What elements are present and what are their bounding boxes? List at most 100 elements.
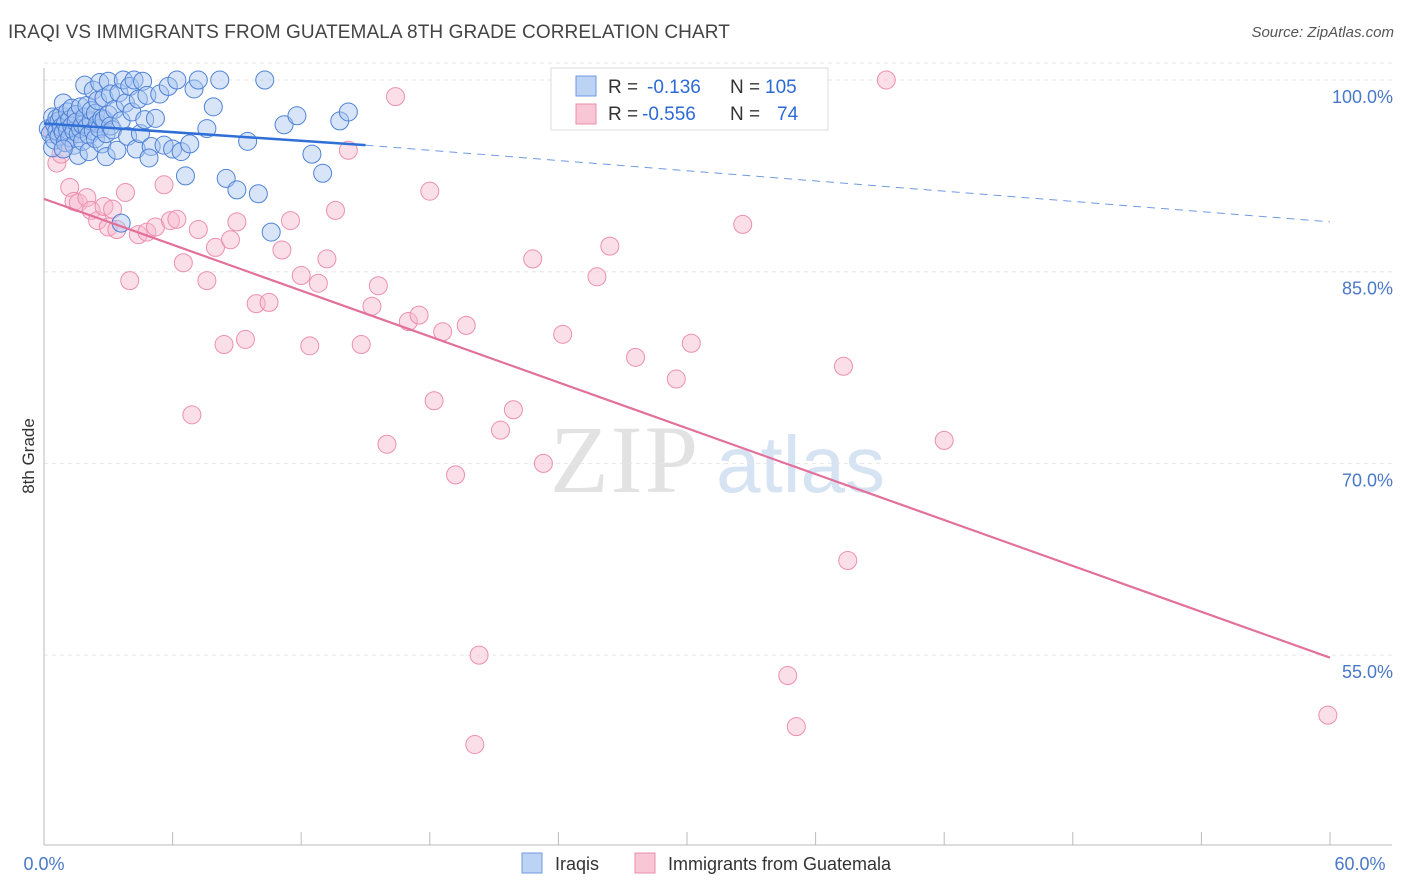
axes (43, 68, 1392, 846)
y-tick-label-85: 85.0% (1342, 279, 1393, 299)
iraqis-point-93 (248, 184, 268, 204)
y-axis-label: 8th Grade (19, 418, 38, 494)
iraqis-point-86 (188, 70, 208, 90)
guatemala-point-19 (154, 175, 174, 195)
legend-n-value-iraqis: 105 (765, 77, 797, 98)
iraqis-point-43 (85, 129, 105, 149)
iraqis-point-92 (238, 131, 258, 151)
guatemala-point-53 (465, 735, 485, 755)
guatemala-point-68 (778, 666, 798, 686)
guatemala-point-15 (120, 271, 140, 291)
y-tick-label-70: 70.0% (1342, 470, 1393, 490)
guatemala-point-46 (398, 312, 418, 332)
iraqis-point-81 (167, 70, 187, 90)
watermark-zip: ZIP (550, 406, 700, 513)
iraqis-point-53 (96, 147, 116, 167)
guatemala-point-22 (173, 253, 193, 273)
guatemala-point-45 (386, 87, 406, 107)
y-tick-label-55: 55.0% (1342, 662, 1393, 682)
guatemala-point-32 (259, 292, 279, 312)
guatemala-point-72 (876, 70, 896, 90)
x-tick-label-max: 60.0% (1334, 854, 1385, 874)
guatemala-point-67 (733, 214, 753, 234)
guatemala-point-25 (197, 271, 217, 291)
trend-line-guatemala (43, 197, 1331, 659)
guatemala-point-39 (325, 200, 345, 220)
guatemala-point-69 (786, 717, 806, 737)
guatemala-point-70 (833, 356, 853, 376)
series-iraqis-points (38, 70, 358, 242)
iraqis-point-83 (175, 166, 195, 186)
legend-r-label-guatemala: R = (608, 104, 638, 125)
series-legend-swatch-iraqis (521, 852, 543, 874)
iraqis-point-72 (133, 71, 153, 91)
trend-line-iraqis (43, 122, 366, 147)
stats-legend: R = -0.136 N = 105 R = -0.556 N = 74 (550, 67, 829, 131)
guatemala-point-73 (934, 430, 954, 450)
guatemala-point-20 (160, 211, 180, 231)
watermark-atlas: atlas (716, 420, 885, 509)
guatemala-point-27 (214, 335, 234, 355)
guatemala-point-65 (666, 369, 686, 389)
iraqis-point-97 (287, 106, 307, 126)
chart-source: Source: ZipAtlas.com (1251, 24, 1394, 41)
guatemala-point-37 (308, 273, 328, 293)
iraqis-point-95 (261, 222, 281, 242)
guatemala-point-40 (338, 140, 358, 160)
legend-r-value-guatemala: -0.556 (642, 104, 696, 125)
guatemala-point-21 (167, 209, 187, 229)
iraqis-point-99 (313, 163, 333, 183)
guatemala-point-41 (351, 335, 371, 355)
iraqis-point-98 (302, 144, 322, 164)
guatemala-point-47 (409, 305, 429, 325)
grid-lines (44, 62, 1392, 656)
legend-r-value-iraqis: -0.136 (647, 77, 701, 98)
guatemala-point-54 (469, 645, 489, 665)
iraqis-point-73 (135, 110, 155, 130)
trend-lines (43, 122, 1331, 659)
guatemala-point-66 (681, 333, 701, 353)
legend-swatch-iraqis (575, 75, 597, 97)
guatemala-point-24 (188, 220, 208, 240)
iraqis-point-94 (255, 70, 275, 90)
iraqis-point-60 (107, 140, 127, 160)
guatemala-point-58 (533, 453, 553, 473)
guatemala-point-30 (235, 329, 255, 349)
iraqis-point-103 (139, 148, 159, 168)
guatemala-point-55 (491, 420, 511, 440)
x-ticks (43, 832, 1331, 845)
legend-n-label-iraqis: N = (730, 77, 760, 98)
guatemala-point-7 (77, 188, 97, 208)
guatemala-point-48 (420, 181, 440, 201)
guatemala-point-33 (272, 240, 292, 260)
guatemala-point-26 (205, 237, 225, 257)
guatemala-point-59 (553, 324, 573, 344)
iraqis-point-101 (338, 102, 358, 122)
stats-legend-box (550, 67, 829, 131)
iraqis-point-88 (203, 97, 223, 117)
x-tick-label-min: 0.0% (23, 854, 64, 874)
guatemala-point-38 (317, 249, 337, 269)
guatemala-point-43 (368, 276, 388, 296)
guatemala-point-29 (227, 212, 247, 232)
guatemala-point-4 (60, 177, 80, 197)
guatemala-point-44 (377, 434, 397, 454)
guatemala-point-52 (456, 315, 476, 335)
guatemala-point-23 (182, 405, 202, 425)
iraqis-point-85 (184, 79, 204, 99)
guatemala-point-51 (446, 465, 466, 485)
guatemala-point-1 (47, 153, 67, 173)
guatemala-point-61 (587, 267, 607, 287)
series-legend: Iraqis Immigrants from Guatemala (521, 852, 892, 874)
iraqis-point-76 (145, 108, 165, 128)
legend-r-label-iraqis: R = (608, 77, 638, 98)
guatemala-point-63 (626, 347, 646, 367)
guatemala-point-36 (300, 336, 320, 356)
guatemala-point-71 (838, 551, 858, 571)
guatemala-point-57 (523, 249, 543, 269)
iraqis-point-84 (180, 134, 200, 154)
guatemala-point-74 (1318, 705, 1338, 725)
y-tick-labels: 55.0% 70.0% 85.0% 100.0% (1332, 87, 1393, 682)
iraqis-point-61 (109, 83, 129, 103)
